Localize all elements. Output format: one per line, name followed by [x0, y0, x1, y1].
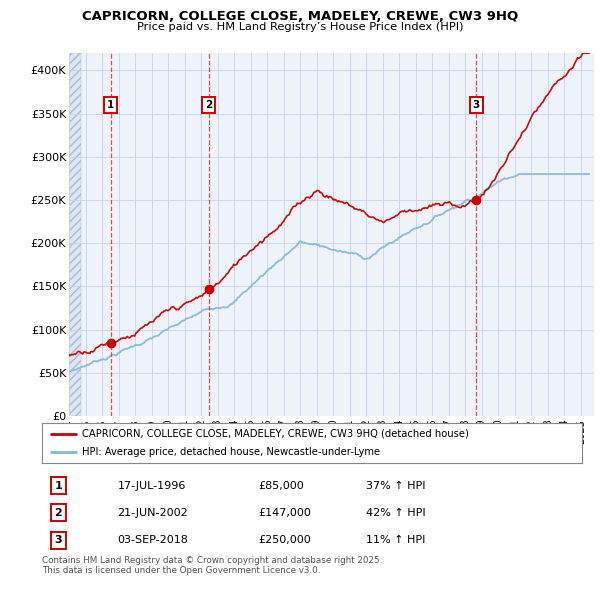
Bar	[69, 53, 82, 416]
Text: HPI: Average price, detached house, Newcastle-under-Lyme: HPI: Average price, detached house, Newc…	[83, 447, 380, 457]
Text: 1: 1	[107, 100, 115, 110]
Text: £147,000: £147,000	[258, 508, 311, 518]
Text: 21-JUN-2002: 21-JUN-2002	[118, 508, 188, 518]
Text: 17-JUL-1996: 17-JUL-1996	[118, 481, 186, 490]
Text: Price paid vs. HM Land Registry’s House Price Index (HPI): Price paid vs. HM Land Registry’s House …	[137, 22, 463, 32]
Text: 2: 2	[55, 508, 62, 518]
Text: Contains HM Land Registry data © Crown copyright and database right 2025.
This d: Contains HM Land Registry data © Crown c…	[42, 556, 382, 575]
Text: 3: 3	[55, 535, 62, 545]
Text: CAPRICORN, COLLEGE CLOSE, MADELEY, CREWE, CW3 9HQ: CAPRICORN, COLLEGE CLOSE, MADELEY, CREWE…	[82, 10, 518, 23]
Text: CAPRICORN, COLLEGE CLOSE, MADELEY, CREWE, CW3 9HQ (detached house): CAPRICORN, COLLEGE CLOSE, MADELEY, CREWE…	[83, 429, 469, 439]
Text: £85,000: £85,000	[258, 481, 304, 490]
Text: 3: 3	[473, 100, 480, 110]
Text: 37% ↑ HPI: 37% ↑ HPI	[366, 481, 425, 490]
Text: £250,000: £250,000	[258, 535, 311, 545]
Text: 1: 1	[55, 481, 62, 490]
Text: 11% ↑ HPI: 11% ↑ HPI	[366, 535, 425, 545]
Text: 2: 2	[205, 100, 212, 110]
Text: 42% ↑ HPI: 42% ↑ HPI	[366, 508, 425, 518]
Text: 03-SEP-2018: 03-SEP-2018	[118, 535, 188, 545]
